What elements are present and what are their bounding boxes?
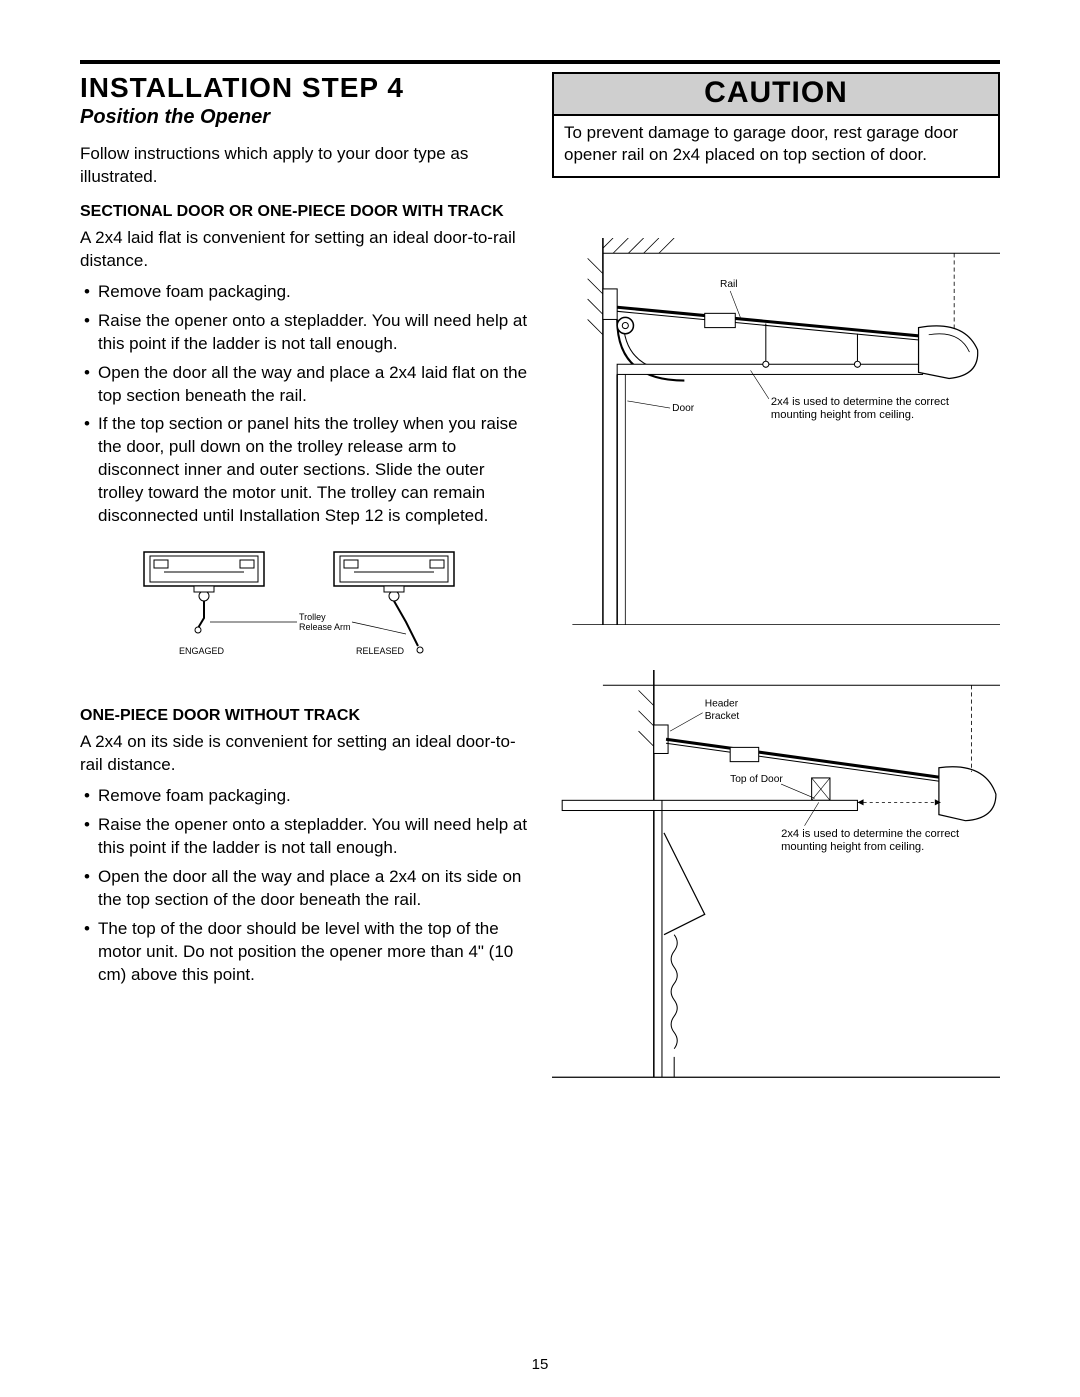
section1-bullets: Remove foam packaging. Raise the opener … xyxy=(80,281,528,528)
section2-bullets: Remove foam packaging. Raise the opener … xyxy=(80,785,528,987)
list-item: Open the door all the way and place a 2x… xyxy=(80,866,528,912)
section1-lead: A 2x4 laid flat is convenient for settin… xyxy=(80,227,528,273)
list-item: If the top section or panel hits the tro… xyxy=(80,413,528,528)
header-bracket-label-2: Bracket xyxy=(705,711,740,722)
section2-heading: ONE-PIECE DOOR WITHOUT TRACK xyxy=(80,707,528,725)
release-arm-label-1: Trolley xyxy=(299,612,326,622)
list-item: Open the door all the way and place a 2x… xyxy=(80,362,528,408)
rail-label: Rail xyxy=(720,279,738,290)
list-item: Raise the opener onto a stepladder. You … xyxy=(80,310,528,356)
caution-title: CAUTION xyxy=(554,74,998,116)
intro-text: Follow instructions which apply to your … xyxy=(80,143,528,189)
diagram1-note: 2x4 is used to determine the correct mou… xyxy=(771,396,975,423)
top-of-door-label: Top of Door xyxy=(730,774,783,785)
section2-lead: A 2x4 on its side is convenient for sett… xyxy=(80,731,528,777)
section1-heading: SECTIONAL DOOR OR ONE-PIECE DOOR WITH TR… xyxy=(80,203,528,221)
released-label: RELEASED xyxy=(356,646,405,656)
right-column: CAUTION To prevent damage to garage door… xyxy=(552,72,1000,1103)
list-item: The top of the door should be level with… xyxy=(80,918,528,987)
header-bracket-label-1: Header xyxy=(705,699,739,710)
sectional-door-diagram: Rail Door 2x4 is used to determine the c… xyxy=(552,238,1000,630)
caution-body: To prevent damage to garage door, rest g… xyxy=(554,116,998,176)
caution-box: CAUTION To prevent damage to garage door… xyxy=(552,72,1000,178)
left-column: INSTALLATION STEP 4 Position the Opener … xyxy=(80,72,528,1103)
list-item: Remove foam packaging. xyxy=(80,281,528,304)
list-item: Remove foam packaging. xyxy=(80,785,528,808)
list-item: Raise the opener onto a stepladder. You … xyxy=(80,814,528,860)
door-label: Door xyxy=(672,403,695,414)
release-arm-label-2: Release Arm xyxy=(299,622,351,632)
one-piece-door-diagram: Header Bracket Top of Door 2x4 is used t… xyxy=(552,670,1000,1103)
diagram2-note: 2x4 is used to determine the correct mou… xyxy=(781,828,985,855)
trolley-diagram: ENGAGED Trolley Release Arm xyxy=(80,542,528,677)
engaged-label: ENGAGED xyxy=(179,646,225,656)
subtitle: Position the Opener xyxy=(80,106,528,129)
page-number: 15 xyxy=(0,1356,1080,1373)
step-title: INSTALLATION STEP 4 xyxy=(80,72,528,104)
